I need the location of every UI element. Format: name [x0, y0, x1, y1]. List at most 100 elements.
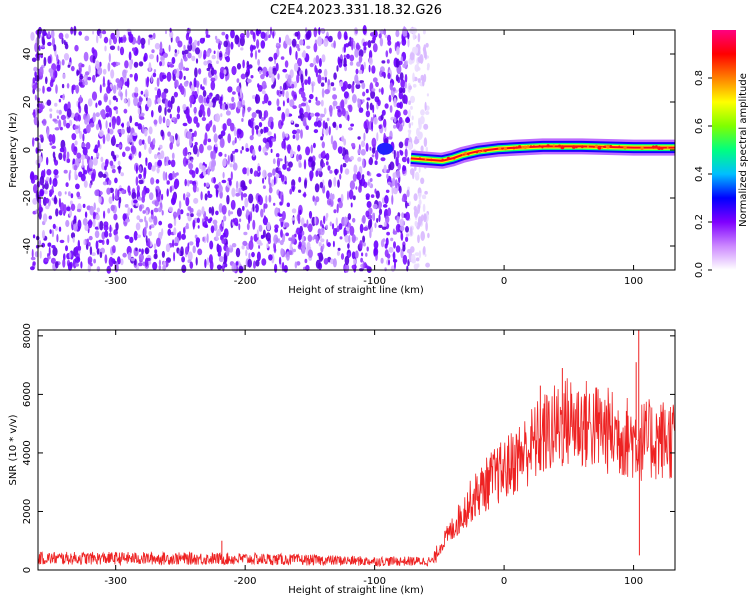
signal-peak — [575, 146, 578, 149]
noise-cell — [222, 158, 227, 167]
noise-cell — [118, 144, 122, 149]
noise-cell — [401, 38, 407, 46]
heatmap-y-tick-label: 0 — [22, 147, 33, 153]
noise-cell — [426, 93, 429, 97]
noise-cell — [412, 31, 416, 41]
noise-cell — [173, 251, 176, 262]
noise-cell — [403, 109, 408, 116]
noise-cell — [153, 207, 159, 213]
snr-x-tick-label: 0 — [501, 576, 507, 587]
noise-cell — [379, 37, 384, 47]
signal-peak — [538, 144, 541, 147]
noise-cell — [312, 195, 316, 202]
noise-cell — [262, 146, 267, 154]
noise-cell — [95, 68, 98, 78]
noise-cell — [402, 120, 405, 127]
noise-cell — [383, 118, 387, 128]
noise-cell — [229, 244, 232, 249]
noise-cell — [223, 215, 227, 222]
noise-cell — [306, 45, 311, 49]
noise-cell — [305, 101, 308, 108]
noise-cell — [378, 88, 381, 93]
noise-cell — [108, 256, 114, 267]
noise-cell — [228, 179, 232, 186]
noise-cell — [161, 210, 164, 216]
noise-cell — [328, 105, 333, 114]
noise-cell — [203, 139, 208, 146]
noise-cell — [343, 91, 349, 99]
noise-cell — [117, 160, 121, 166]
noise-cell — [41, 44, 45, 49]
noise-cell — [133, 199, 138, 204]
noise-cell — [348, 234, 351, 244]
noise-cell — [137, 35, 141, 46]
noise-cell — [141, 196, 145, 203]
noise-cell — [65, 219, 70, 228]
noise-cell — [203, 49, 207, 60]
noise-cell — [299, 209, 302, 216]
noise-cell — [349, 180, 355, 190]
noise-cell — [187, 52, 192, 59]
noise-cell — [113, 213, 118, 221]
noise-cell — [358, 185, 362, 193]
noise-cell — [320, 99, 324, 107]
noise-cell — [165, 243, 171, 253]
noise-cell — [310, 144, 313, 154]
noise-cell — [202, 90, 207, 97]
noise-cell — [398, 141, 404, 149]
noise-cell — [273, 52, 278, 60]
noise-cell — [201, 86, 205, 91]
noise-cell — [374, 222, 377, 229]
noise-cell — [253, 170, 258, 177]
noise-cell — [341, 107, 346, 117]
noise-cell — [355, 68, 359, 75]
noise-cell — [286, 202, 290, 208]
noise-cell — [203, 97, 207, 104]
noise-cell — [32, 137, 35, 147]
noise-cell — [230, 29, 235, 39]
noise-cell — [70, 203, 76, 211]
noise-cell — [407, 129, 412, 133]
noise-cell — [175, 172, 179, 176]
noise-cell — [211, 150, 216, 160]
noise-cell — [182, 103, 187, 111]
noise-cell — [104, 230, 109, 238]
noise-cell — [32, 197, 38, 205]
noise-cell — [373, 117, 378, 125]
noise-cell — [143, 171, 147, 179]
noise-cell — [51, 185, 54, 196]
noise-cell — [240, 180, 246, 189]
noise-cell — [332, 87, 336, 91]
noise-cell — [112, 95, 117, 101]
noise-cell — [92, 112, 96, 123]
noise-cell — [68, 171, 71, 181]
noise-cell — [101, 30, 107, 35]
noise-cell — [344, 168, 350, 175]
noise-cell — [321, 76, 325, 81]
noise-cell — [150, 75, 153, 83]
noise-cell — [417, 216, 423, 226]
signal-peak — [609, 145, 613, 148]
noise-cell — [246, 60, 250, 68]
noise-cell — [180, 246, 184, 257]
noise-cell — [334, 168, 338, 176]
noise-cell — [285, 90, 289, 99]
noise-cell — [336, 105, 341, 110]
noise-cell — [149, 54, 154, 60]
noise-cell — [218, 52, 223, 58]
noise-cell — [373, 240, 379, 250]
noise-cell — [110, 69, 115, 79]
noise-cell — [51, 134, 56, 144]
noise-cell — [130, 257, 135, 262]
noise-cell — [242, 167, 248, 175]
noise-cell — [109, 45, 116, 51]
noise-cell — [225, 46, 231, 56]
noise-cell — [366, 246, 369, 252]
noise-cell — [158, 265, 162, 270]
noise-cell — [68, 191, 71, 197]
noise-cell — [193, 39, 198, 46]
noise-cell — [186, 212, 190, 217]
signal-peak — [649, 147, 652, 149]
noise-cell — [202, 170, 206, 177]
